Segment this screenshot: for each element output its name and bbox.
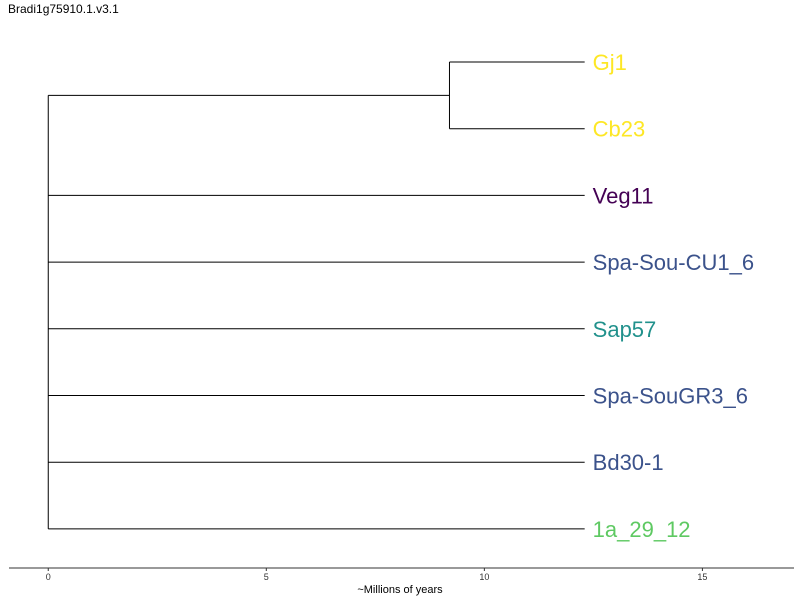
tip-label: Veg11: [593, 183, 654, 208]
tip-label: Gj1: [593, 50, 627, 75]
tip-label: Cb23: [593, 117, 646, 142]
tip-label: Spa-SouGR3_6: [593, 384, 748, 409]
figure-title: Bradi1g75910.1.v3.1: [8, 2, 119, 16]
axis-label: ~Millions of years: [357, 584, 443, 596]
axis-tick-label: 5: [264, 572, 269, 582]
tip-label: 1a_29_12: [593, 517, 691, 542]
tip-label: Sap57: [593, 317, 657, 342]
axis-tick-label: 0: [46, 572, 51, 582]
tip-label: Spa-Sou-CU1_6: [593, 250, 754, 275]
tree-branches: [47, 61, 585, 530]
axis-tick-label: 10: [479, 572, 489, 582]
axis-tick-label: 15: [697, 572, 707, 582]
axis-ticks: 0 5 10 15: [46, 568, 707, 582]
time-axis: 0 5 10 15 ~Millions of years: [9, 567, 794, 596]
tip-labels: Gj1 Cb23 Veg11 Spa-Sou-CU1_6 Sap57 Spa-SouGR3…: [593, 50, 754, 542]
tip-label: Bd30-1: [593, 450, 664, 475]
